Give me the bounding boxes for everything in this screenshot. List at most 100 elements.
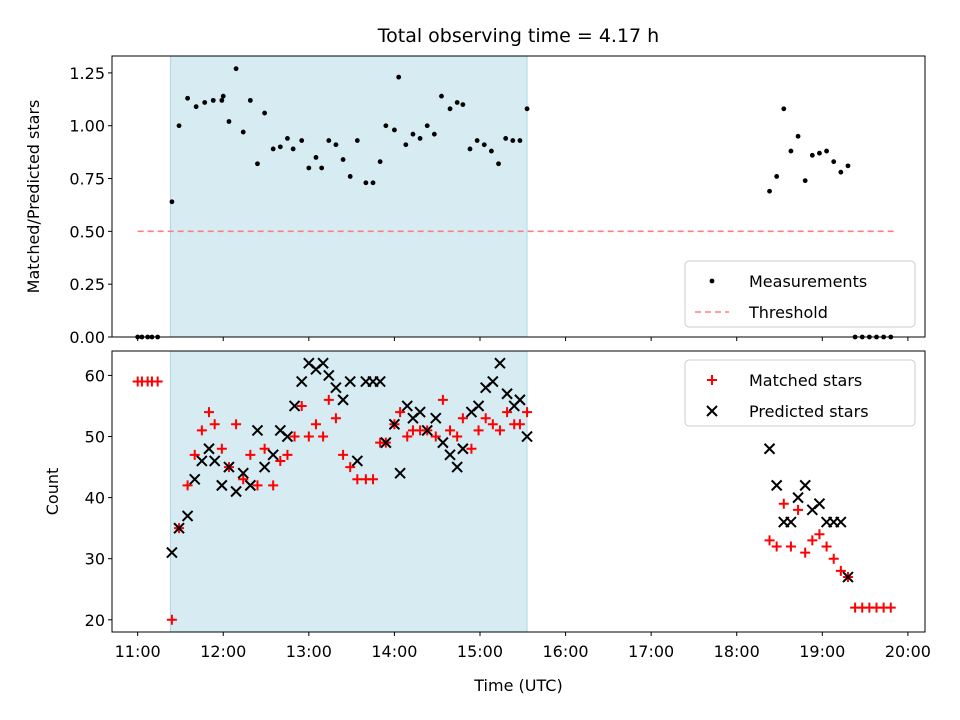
measurement-point [370,180,376,186]
matched-point [793,504,804,515]
y-tick-label: 30 [85,550,105,569]
predicted-point [521,430,533,443]
matched-point [231,419,242,430]
predicted-point [472,400,485,412]
predicted-point [394,467,406,479]
x-axis-label: Time (UTC) [473,676,562,695]
x-tick-label: 18:00 [714,642,760,661]
legend: Matched stars Predicted stars [684,359,916,427]
y-axis-label: Count [43,468,62,516]
measurement-point [290,146,296,152]
measurement-point [517,138,523,143]
measurement-point [489,148,494,154]
y-axis-label: Matched/Predicted stars [24,100,43,294]
predicted-point [374,375,386,388]
y-tick-label: 40 [85,489,105,508]
predicted-point [344,375,356,388]
matched-point [437,394,448,405]
y-tick-label: 0.25 [69,275,105,294]
matched-point [318,431,329,442]
measurement-point [340,157,346,162]
predicted-point [258,461,271,473]
measurement-point [439,93,444,99]
matched-point [445,425,456,436]
predicted-point [288,400,301,412]
predicted-point [337,394,349,406]
x-tick-label: 19:00 [799,642,845,661]
measurement-point [299,138,305,143]
legend: Measurements Threshold [684,260,916,328]
measurement-point [403,142,409,148]
measurement-point [383,123,389,129]
matched-point [238,474,249,485]
measurement-point [210,97,216,103]
predicted-point [763,443,776,455]
measurement-point [313,155,319,160]
measurement-point [824,148,829,154]
matched-point [885,602,896,613]
measurement-point [431,131,437,137]
matched-point [282,449,293,460]
legend-marker [706,405,718,417]
measurement-point [510,138,516,143]
predicted-point [203,443,215,455]
measurement-point [831,159,837,165]
matched-point [807,535,818,546]
legend-label: Threshold [748,303,828,322]
matched-point [303,431,314,442]
predicted-point [444,449,456,461]
matched-point [216,443,227,454]
predicted-point [421,424,433,437]
measurement-point [240,129,246,135]
predicted-point [230,485,242,498]
measurement-point [219,97,225,103]
predicted-point [208,455,221,467]
measurement-point [169,199,175,205]
matched-point [800,547,811,558]
predicted-point [380,436,392,449]
measurement-point [424,123,430,129]
measurement-point [838,169,844,175]
predicted-point [813,498,826,510]
matched-point [514,419,525,430]
matched-point [785,541,796,552]
measurement-point [467,146,473,152]
predicted-point [330,381,342,394]
x-tick-label: 14:00 [371,642,417,661]
measurement-point [255,161,260,167]
legend-label: Matched stars [749,371,862,390]
predicted-point [166,546,178,559]
measurement-point [354,138,360,143]
measurement-point [262,110,268,116]
predicted-point [437,436,449,449]
predicted-point [196,455,208,467]
measurement-point [795,133,801,139]
y-tick-label: 20 [85,611,105,630]
x-tick-label: 16:00 [543,642,589,661]
legend-marker [707,375,717,385]
matched-point [289,431,300,442]
matched-point [182,480,193,491]
predicted-point [173,522,185,534]
matched-point [152,376,163,387]
predicted-point [401,400,413,412]
x-tick-label: 13:00 [286,642,332,661]
legend-box [684,260,916,328]
measurement-point [306,165,312,171]
measurement-point [460,102,466,107]
predicted-point [237,467,249,479]
matched-point [457,413,468,424]
measurement-point [363,180,369,186]
measurement-point [817,150,822,156]
observing-span [169,55,528,338]
matched-point [452,431,463,442]
measurement-point [781,106,787,112]
predicted-point [223,461,235,473]
measurement-point [326,138,332,143]
x-tick-label: 12:00 [200,642,246,661]
matched-point [821,541,832,552]
matched-point [395,407,406,418]
predicted-point [323,369,335,382]
measurement-point [185,95,190,101]
